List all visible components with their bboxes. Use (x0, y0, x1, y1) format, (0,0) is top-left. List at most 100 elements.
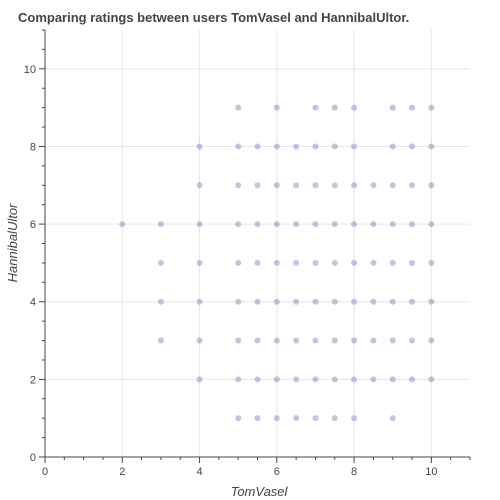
data-point (428, 104, 435, 111)
data-point (254, 376, 261, 383)
data-point (312, 104, 319, 111)
data-point (293, 298, 300, 305)
data-point (389, 104, 396, 111)
data-point (273, 415, 280, 422)
y-tick-label: 0 (30, 452, 36, 464)
x-tick-label: 0 (42, 466, 48, 478)
data-point (389, 415, 396, 422)
y-tick-label: 4 (30, 297, 36, 309)
data-point (428, 376, 435, 383)
data-point (312, 182, 319, 189)
data-point (196, 376, 203, 383)
data-point (254, 259, 261, 266)
x-tick-label: 10 (425, 466, 437, 478)
data-point (273, 259, 280, 266)
data-point (409, 298, 416, 305)
data-point (409, 104, 416, 111)
data-point (196, 221, 203, 228)
y-axis-label: HannibalUltor (5, 203, 20, 282)
data-point (235, 415, 242, 422)
data-point (196, 298, 203, 305)
data-point (331, 376, 338, 383)
chart-title: Comparing ratings between users TomVasel… (18, 10, 409, 25)
data-point (312, 376, 319, 383)
data-point (293, 259, 300, 266)
data-point (273, 104, 280, 111)
data-point (312, 143, 319, 150)
data-point (389, 221, 396, 228)
data-point (293, 182, 300, 189)
y-tick-label: 10 (24, 64, 36, 76)
data-point (273, 182, 280, 189)
data-point (235, 143, 242, 150)
data-point (370, 221, 377, 228)
y-tick-label: 6 (30, 219, 36, 231)
data-point (312, 221, 319, 228)
data-point (428, 298, 435, 305)
data-point (389, 298, 396, 305)
data-point (351, 376, 358, 383)
data-point (331, 221, 338, 228)
data-point (235, 337, 242, 344)
data-point (389, 259, 396, 266)
data-point (331, 337, 338, 344)
data-point (389, 182, 396, 189)
data-point (331, 259, 338, 266)
data-point (254, 298, 261, 305)
data-point (293, 415, 300, 422)
data-point (157, 259, 164, 266)
x-tick-label: 6 (274, 466, 280, 478)
data-point (351, 143, 358, 150)
data-point (235, 376, 242, 383)
data-point (370, 182, 377, 189)
data-point (254, 337, 261, 344)
data-point (370, 376, 377, 383)
data-point (331, 104, 338, 111)
data-point (351, 298, 358, 305)
data-points (119, 104, 435, 422)
data-point (370, 259, 377, 266)
data-point (293, 143, 300, 150)
data-point (196, 259, 203, 266)
data-point (312, 298, 319, 305)
data-point (293, 337, 300, 344)
data-point (351, 337, 358, 344)
data-point (409, 221, 416, 228)
data-point (428, 337, 435, 344)
data-point (351, 221, 358, 228)
data-point (254, 415, 261, 422)
y-tick-label: 2 (30, 374, 36, 386)
data-point (389, 143, 396, 150)
data-point (351, 259, 358, 266)
data-point (370, 298, 377, 305)
data-point (235, 221, 242, 228)
data-point (409, 182, 416, 189)
data-point (428, 143, 435, 150)
x-axis-label: TomVasel (231, 484, 289, 499)
data-point (389, 337, 396, 344)
data-point (196, 143, 203, 150)
data-point (409, 259, 416, 266)
data-point (196, 337, 203, 344)
data-point (428, 221, 435, 228)
data-point (331, 182, 338, 189)
data-point (389, 376, 396, 383)
data-point (331, 415, 338, 422)
data-point (235, 104, 242, 111)
x-tick-label: 4 (196, 466, 202, 478)
data-point (312, 337, 319, 344)
data-point (331, 298, 338, 305)
data-point (254, 182, 261, 189)
data-point (273, 376, 280, 383)
data-point (312, 259, 319, 266)
grid-lines (45, 30, 470, 457)
data-point (331, 143, 338, 150)
data-point (273, 221, 280, 228)
data-point (370, 337, 377, 344)
data-point (235, 259, 242, 266)
data-point (254, 221, 261, 228)
data-point (157, 221, 164, 228)
data-point (312, 415, 319, 422)
data-point (293, 376, 300, 383)
data-point (254, 143, 261, 150)
